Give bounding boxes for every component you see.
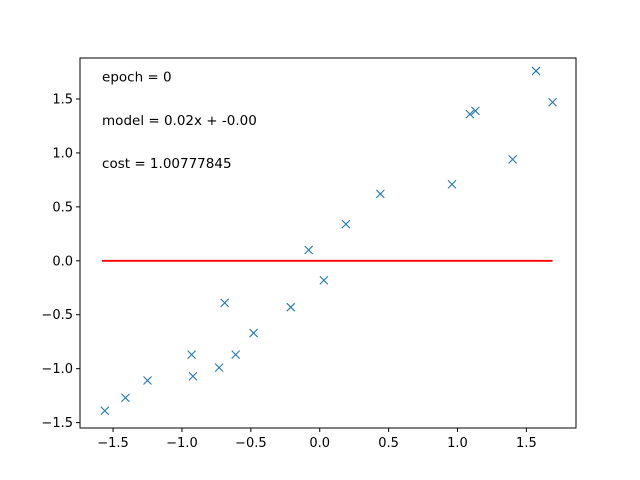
data-point (286, 302, 296, 312)
x-tick-label: 1.5 (516, 436, 537, 451)
x-tick-label: 0.0 (309, 436, 330, 451)
x-tick-label: −1.0 (166, 436, 198, 451)
data-point (341, 219, 351, 229)
annotation-text: model = 0.02x + -0.00 (102, 113, 257, 129)
plot-area (80, 58, 576, 428)
data-point (121, 393, 130, 403)
y-tick-label: −1.0 (41, 362, 73, 377)
data-point (465, 109, 475, 119)
data-point (188, 371, 198, 381)
data-point (143, 376, 152, 385)
annotation-text: epoch = 0 (102, 70, 172, 86)
data-point (100, 406, 110, 416)
data-point (319, 275, 329, 285)
y-tick-label: −1.5 (41, 416, 73, 431)
data-point (508, 155, 518, 164)
y-tick-label: 1.0 (52, 146, 73, 161)
x-tick-label: 1.0 (447, 436, 468, 451)
axis-ticks: −1.5 −1.0 −0.5 0.0 0.5 1.0 1.5 −1.5 −1.0 −0.5 0.0 0… (41, 92, 536, 451)
data-point (231, 350, 241, 360)
data-point (304, 245, 314, 255)
data-point (249, 328, 258, 338)
data-point (214, 363, 224, 372)
data-point (375, 189, 385, 199)
y-tick-label: 1.5 (52, 92, 73, 107)
data-point (531, 66, 541, 76)
data-point (447, 179, 457, 189)
axes-frame (79, 57, 577, 429)
data-points (100, 66, 557, 416)
annotations: epoch = 0 model = 0.02x + -0.00 cost = 1.0… (102, 70, 257, 172)
data-point (471, 106, 480, 116)
data-point (187, 350, 196, 360)
y-tick-label: 0.0 (52, 254, 73, 269)
data-point (548, 97, 557, 107)
x-tick-label: 0.5 (378, 436, 399, 451)
x-tick-label: −0.5 (235, 436, 267, 451)
data-point (220, 298, 230, 308)
y-tick-label: 0.5 (52, 200, 73, 215)
x-tick-label: −1.5 (97, 436, 129, 451)
annotation-text: cost = 1.00777845 (102, 156, 232, 172)
y-tick-label: −0.5 (41, 308, 73, 323)
